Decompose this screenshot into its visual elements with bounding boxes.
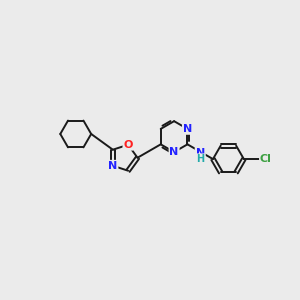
Text: N: N [183,124,192,134]
Text: Cl: Cl [260,154,272,164]
Text: N: N [169,147,179,157]
Text: N: N [196,148,205,158]
Text: N: N [108,161,118,171]
Text: H: H [196,154,204,164]
Text: O: O [123,140,133,150]
